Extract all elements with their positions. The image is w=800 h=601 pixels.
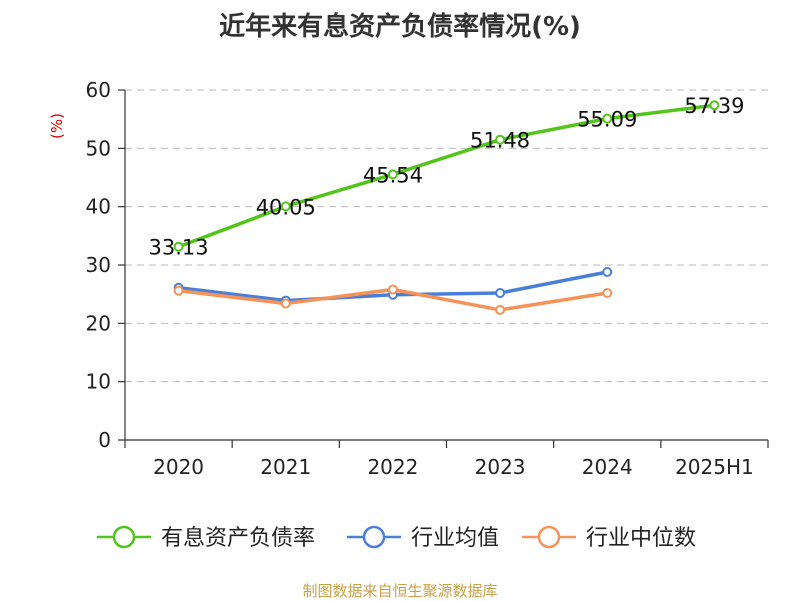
- y-tick-label: 50: [86, 136, 111, 160]
- data-point: [280, 201, 291, 212]
- grid-lines: [125, 89, 768, 383]
- data-point: [495, 304, 506, 315]
- data-label: 40.05: [256, 195, 316, 219]
- x-tick-label: 2024: [582, 455, 633, 479]
- x-tick-label: 2020: [153, 455, 204, 479]
- data-point: [602, 267, 613, 277]
- legend: 有息资产负债率 行业均值 行业中位数: [97, 525, 696, 551]
- data-label: 55.09: [577, 108, 637, 132]
- chart-title: 近年来有息资产负债率情况(%): [219, 12, 581, 42]
- data-point: [495, 288, 506, 298]
- source-note: 制图数据来自恒生聚源数据库: [302, 582, 498, 600]
- legend-item[interactable]: 行业均值: [347, 525, 499, 551]
- legend-label: 有息资产负债率: [161, 526, 315, 551]
- data-point: [495, 134, 506, 145]
- data-point: [387, 284, 398, 295]
- y-axis-label: (%): [48, 113, 66, 139]
- x-tick-label: 2025H1: [675, 455, 754, 479]
- data-point: [387, 169, 398, 180]
- x-tick-label: 2021: [260, 455, 311, 479]
- data-point: [173, 285, 184, 296]
- legend-marker: [362, 525, 386, 549]
- data-label: 51.48: [470, 129, 530, 153]
- series-3: [173, 284, 613, 315]
- data-point: [602, 113, 613, 124]
- y-tick-label: 30: [86, 253, 111, 277]
- y-tick-label: 40: [86, 195, 111, 219]
- legend-marker: [537, 525, 561, 549]
- legend-item[interactable]: 有息资产负债率: [97, 525, 315, 551]
- y-tick-labels: 0 10 20 30 40 50 60: [86, 78, 125, 452]
- data-label: 45.54: [363, 163, 423, 187]
- legend-label: 行业均值: [411, 526, 499, 551]
- x-tick-labels: 2020 2021 2022 2023 2024 2025H1: [124, 440, 769, 479]
- y-tick-label: 20: [86, 311, 111, 335]
- series-1: [173, 100, 720, 252]
- y-tick-label: 10: [86, 370, 111, 394]
- data-point: [602, 288, 613, 298]
- series: [173, 100, 720, 315]
- data-labels: 33.13 40.05 45.54 51.48 55.09 57.39: [149, 94, 745, 260]
- data-point: [709, 100, 720, 111]
- x-tick-label: 2023: [475, 455, 526, 479]
- series-line: [176, 103, 717, 249]
- legend-marker: [112, 525, 136, 549]
- data-point: [280, 298, 291, 309]
- legend-item[interactable]: 行业中位数: [522, 525, 696, 551]
- y-tick-label: 0: [98, 428, 111, 452]
- x-tick-label: 2022: [367, 455, 418, 479]
- data-label: 57.39: [684, 94, 744, 118]
- data-point: [173, 241, 184, 252]
- data-label: 33.13: [149, 236, 209, 260]
- legend-label: 行业中位数: [586, 526, 696, 551]
- y-tick-label: 60: [86, 78, 111, 102]
